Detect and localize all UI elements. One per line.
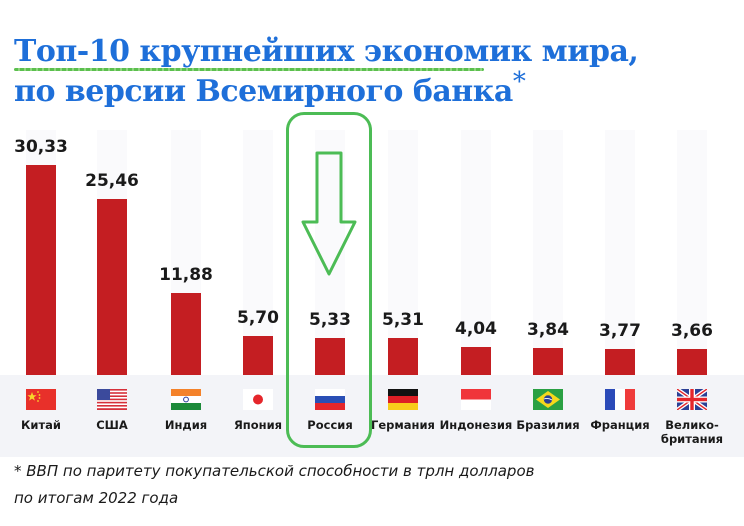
country-label: Япония <box>233 418 283 432</box>
asterisk: * <box>512 67 526 97</box>
france-flag-icon <box>605 389 635 410</box>
usa-flag-icon <box>97 389 127 410</box>
bar-value-label: 25,46 <box>85 171 139 191</box>
bar-column-background <box>461 130 491 375</box>
chart-title-line1: Топ-10 крупнейших экономик мира, <box>14 34 639 69</box>
chart-title: Топ-10 крупнейших экономик мира, по верс… <box>14 32 639 112</box>
bar <box>315 338 345 375</box>
country-label: Велико-британия <box>652 418 732 446</box>
bar <box>388 338 418 375</box>
bar <box>677 349 707 375</box>
brazil-flag-icon <box>533 389 563 410</box>
down-arrow-icon <box>301 151 357 276</box>
flag-band <box>0 375 744 457</box>
bar <box>533 348 563 375</box>
country-label: Франция <box>590 418 650 432</box>
bar <box>243 336 273 375</box>
bar-column-background <box>677 130 707 375</box>
title-underline <box>14 68 484 71</box>
bar <box>461 347 491 375</box>
russia-highlight-box <box>286 112 372 448</box>
country-label: Германия <box>371 418 435 432</box>
bar-column-background <box>605 130 635 375</box>
bar-value-label: 11,88 <box>159 265 213 285</box>
bar-value-label: 3,66 <box>671 321 713 341</box>
bar-value-label: 3,77 <box>599 321 641 341</box>
germany-flag-icon <box>388 389 418 410</box>
bar-value-label: 4,04 <box>455 319 497 339</box>
bar-value-label: 5,70 <box>237 308 279 328</box>
bar-column-background <box>388 130 418 375</box>
bar <box>97 199 127 375</box>
country-label: Индия <box>164 418 208 432</box>
chart-title-line2: по версии Всемирного банка* <box>14 67 526 109</box>
country-label-line2: британия <box>660 432 724 446</box>
bar-value-label: 3,84 <box>527 320 569 340</box>
country-label: Индонезия <box>439 418 513 432</box>
footnote-line2: по итогам 2022 года <box>14 489 179 507</box>
country-label: США <box>96 418 128 432</box>
china-flag-icon <box>26 389 56 410</box>
russia-flag-icon <box>315 389 345 410</box>
uk-flag-icon <box>677 389 707 410</box>
bar-value-label: 30,33 <box>14 137 68 157</box>
bar <box>171 293 201 375</box>
country-label-line1: Велико- <box>665 418 719 432</box>
bar-value-label: 5,33 <box>309 310 351 330</box>
india-flag-icon <box>171 389 201 410</box>
footnote-line1: * ВВП по паритету покупательской способн… <box>14 462 535 480</box>
bar <box>605 349 635 375</box>
bar <box>26 165 56 375</box>
bar-column-background <box>243 130 273 375</box>
country-label: Китай <box>21 418 61 432</box>
japan-flag-icon <box>243 389 273 410</box>
indonesia-flag-icon <box>461 389 491 410</box>
bar-column-background <box>533 130 563 375</box>
country-label: Россия <box>307 418 353 432</box>
footnote: * ВВП по паритету покупательской способн… <box>14 458 534 512</box>
bar-value-label: 5,31 <box>382 310 424 330</box>
country-label: Бразилия <box>516 418 580 432</box>
